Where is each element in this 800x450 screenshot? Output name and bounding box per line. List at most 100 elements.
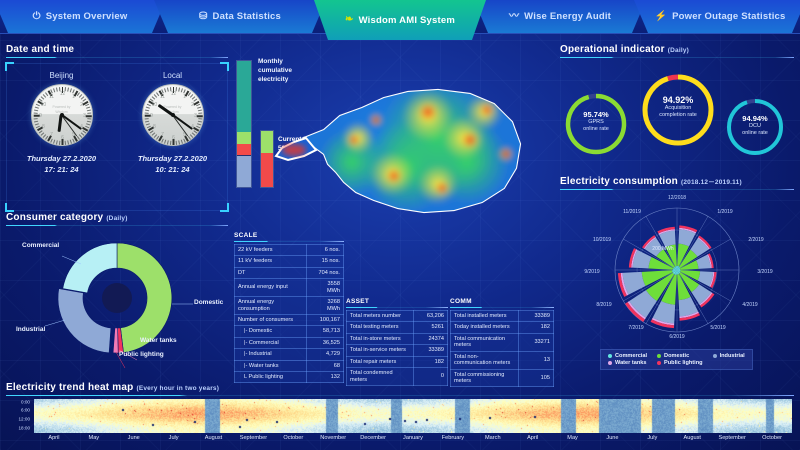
polar-axis-tick-label: 200 MWh [652, 246, 674, 252]
bar-segment-commercial [237, 61, 251, 132]
tab-label: Data Statistics [212, 11, 282, 22]
petal-commercial [677, 270, 681, 272]
petal-commercial [674, 270, 677, 275]
petal-domestic [665, 244, 677, 267]
petal-domestic [641, 270, 673, 287]
gauge-caption: DCU online rate [742, 123, 768, 136]
cell-label: Annual energy input [234, 278, 307, 298]
slice-domestic [116, 242, 173, 353]
scale-table-body: 22 kV feeders 6 nos. 11 kV feeders 15 nos.… [234, 243, 345, 384]
tab-power-outage-statistics[interactable]: ⚡ Power Outage Statistics [634, 0, 800, 33]
cell-label: Total condemned meters [346, 367, 414, 386]
clock-beijing: Beijing 123456789101112 Powered byWisdom… [27, 71, 96, 176]
cell-value: 105 [517, 368, 555, 388]
chart-legend: Commercial Domestic Industrial Water tan… [600, 349, 753, 370]
consumer-category-panel: Consumer category (Daily) [6, 212, 228, 377]
cell-value: 0 [412, 367, 449, 386]
cell-value: 5261 [412, 321, 449, 334]
trend-line-icon: 〰 [508, 10, 520, 22]
polar-plot [614, 207, 740, 333]
clock-datetime: Thursday 27.2.2020 17: 21: 24 [26, 154, 97, 175]
table-row: Annual energy input 3558 MWh [234, 278, 345, 298]
month-label: 2/2019 [748, 237, 764, 243]
petal-water-tanks [620, 272, 629, 296]
petal-commercial [672, 270, 677, 275]
petal-domestic [677, 273, 691, 301]
tab-wisdom-ami-system[interactable]: ❧ Wisdom AMI System [314, 0, 486, 40]
tab-system-overview[interactable]: ⏻ System Overview [0, 0, 166, 33]
tab-data-statistics[interactable]: ⛁ Data Statistics [154, 0, 326, 33]
cell-value: 33389 [412, 344, 449, 357]
leader-line [61, 255, 82, 265]
monthly-cumulative-label: Monthly cumulative electricity [258, 58, 292, 83]
month-label: 10/2019 [592, 237, 612, 243]
petal-water-tanks [697, 237, 710, 250]
cell-label: DT [234, 266, 307, 280]
current-load-bar [260, 130, 274, 188]
petal-domestic [680, 270, 701, 281]
petal-industrial [678, 296, 699, 317]
table-row: |- Commercial 36,525 [234, 336, 345, 350]
cell-label: |- Water tanks [234, 359, 307, 373]
title-divider [560, 189, 794, 190]
tab-wise-energy-audit[interactable]: 〰 Wise Energy Audit [474, 0, 646, 33]
legend-item-public-lighting: Public lighting [657, 360, 703, 366]
label-domestic: Domestic [194, 299, 224, 306]
panel-title-operational-indicator: Operational indicator (Daily) [560, 44, 690, 55]
gauges-area: 95.74% GPRS online rate 94.92% Acquisitio… [560, 58, 794, 168]
donut-svg [44, 242, 193, 369]
slice-water-tanks [112, 327, 119, 354]
electricity-trend-heatmap-panel: Electricity trend heat map (Every hour i… [6, 382, 794, 446]
petal-domestic [656, 249, 675, 268]
table-row: 11 kV feeders 15 nos. [234, 255, 345, 268]
y-tick-label: 18:00 [18, 425, 31, 431]
legend-label: Commercial [615, 353, 648, 359]
month-label: 5/2019 [710, 325, 726, 331]
date-and-time-panel: Date and time Beijing 123456789101112 Po… [5, 44, 229, 212]
cell-value: 704 nos. [305, 266, 345, 280]
table-row: Total meters number 63,206 [346, 309, 449, 323]
petal-domestic [677, 243, 689, 267]
consumer-category-donut-chart: Commercial Domestic Industrial Water tan… [6, 226, 228, 371]
cell-label: Total testing meters [346, 321, 414, 334]
gauge-value: 95.74% [583, 110, 609, 119]
leader-line [118, 349, 138, 361]
slice-commercial [62, 242, 118, 294]
table-row: Total installed meters 33389 [450, 309, 555, 323]
load-segment-upper [261, 131, 273, 154]
petal-water-tanks [627, 301, 646, 320]
bar-segment-public-lighting [237, 144, 251, 156]
legend-item-domestic: Domestic [657, 353, 703, 359]
clock-center-pin [59, 113, 64, 117]
monthly-cumulative-bar [236, 60, 252, 188]
table-row: Total commissioning meters 105 [450, 368, 555, 388]
cell-label: Number of consumers [234, 313, 307, 327]
cell-label: 22 kV feeders [234, 243, 307, 257]
petal-industrial [632, 249, 652, 269]
cell-label: Total in-service meters [346, 344, 414, 357]
petal-industrial [652, 301, 676, 324]
polar-chart-area: 12/2018 1/2019 2/2019 3/2019 4/2019 5/20… [560, 190, 794, 372]
table-row: Total non-communication meters 13 [450, 350, 555, 370]
title-divider [560, 57, 794, 58]
asset-table: Total meters number 63,206 Total testing … [346, 309, 449, 386]
tab-label: System Overview [45, 11, 128, 22]
cell-value: 182 [412, 355, 449, 369]
load-segment-lower [261, 153, 273, 187]
table-row: Total communication meters 33271 [450, 332, 555, 352]
cell-value: 15 nos. [305, 255, 345, 268]
slice-industrial [57, 288, 112, 354]
petal-public-lighting [679, 312, 701, 321]
cell-value: 13 [517, 350, 555, 370]
label-public-lighting: Public lighting [119, 351, 164, 358]
petal-industrial [644, 237, 664, 257]
table-row: |- Water tanks 68 [234, 359, 345, 373]
comm-table-body: Total installed meters 33389 Today instal… [450, 309, 555, 388]
asset-table-panel: ASSET Total meters number 63,206 Total te… [346, 298, 449, 386]
cell-label: 11 kV feeders [234, 255, 307, 268]
leader-line [44, 319, 66, 327]
legend-label: Water tanks [615, 360, 647, 366]
corner-decoration [220, 203, 229, 212]
